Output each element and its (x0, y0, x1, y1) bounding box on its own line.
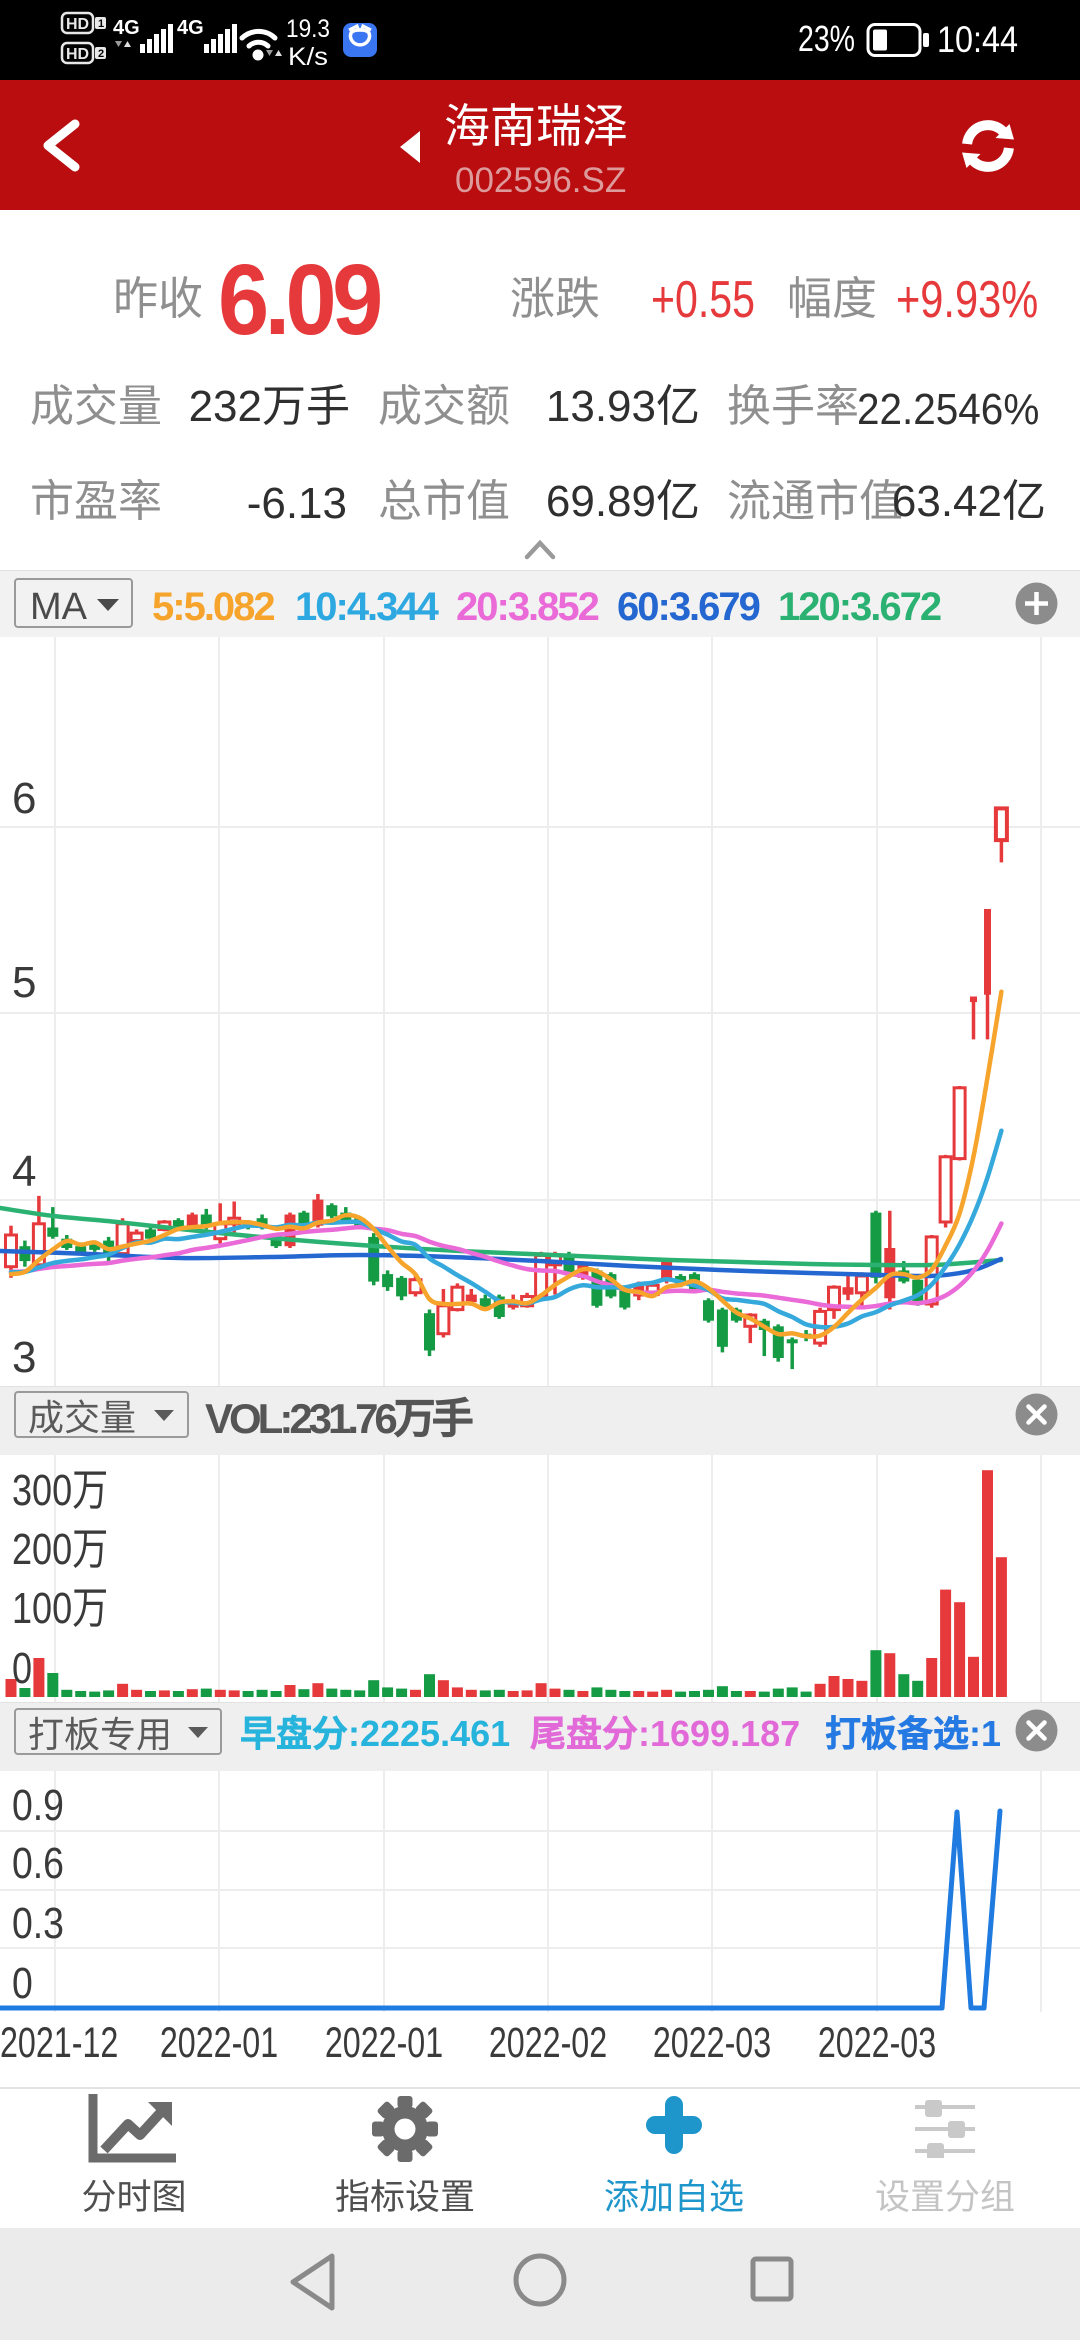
svg-text:0.3: 0.3 (12, 1898, 64, 1948)
svg-text:HD: HD (66, 46, 89, 63)
svg-text:19.3: 19.3 (286, 15, 330, 43)
svg-text:1: 1 (98, 18, 104, 30)
svg-text:0.9: 0.9 (12, 1780, 64, 1830)
svg-text:HD: HD (66, 16, 89, 33)
svg-text:2: 2 (98, 48, 104, 60)
svg-text:200万: 200万 (12, 1525, 108, 1574)
svg-text:6: 6 (12, 774, 36, 823)
svg-text:4G: 4G (113, 17, 140, 39)
svg-text:4G: 4G (177, 17, 204, 39)
svg-text:10:44: 10:44 (937, 19, 1018, 60)
svg-text:3: 3 (12, 1333, 36, 1382)
svg-text:23%: 23% (798, 18, 855, 59)
svg-text:0.6: 0.6 (12, 1838, 64, 1888)
svg-text:K/s: K/s (288, 43, 328, 71)
svg-text:0: 0 (12, 1644, 32, 1693)
svg-text:4: 4 (12, 1147, 36, 1196)
svg-text:5: 5 (12, 958, 36, 1007)
svg-text:0: 0 (12, 1958, 33, 2008)
svg-text:300万: 300万 (12, 1466, 108, 1515)
svg-text:100万: 100万 (12, 1584, 108, 1633)
